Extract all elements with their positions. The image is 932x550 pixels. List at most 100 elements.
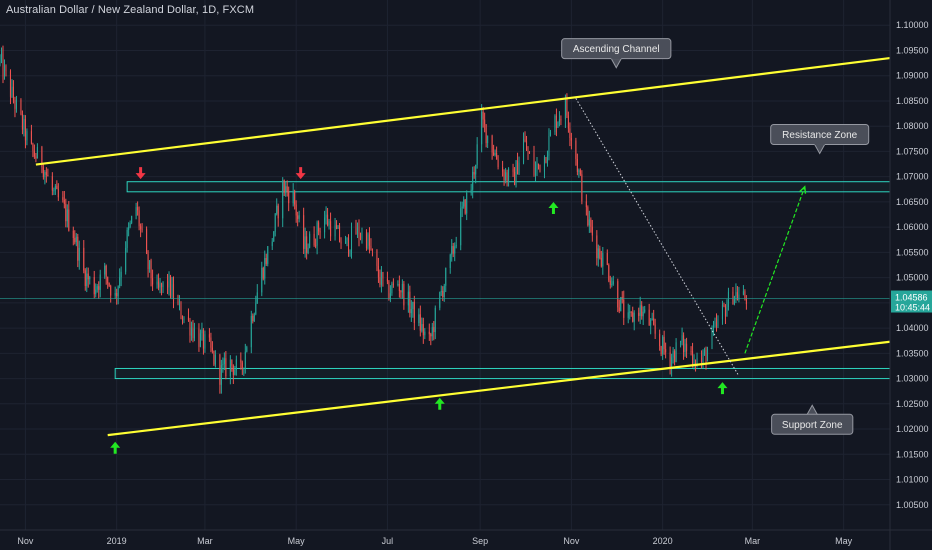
candle-body	[721, 304, 723, 320]
candle-body	[674, 351, 676, 363]
y-tick-label: 1.06000	[896, 222, 929, 232]
y-tick-label: 1.01500	[896, 449, 929, 459]
candle-body	[733, 296, 735, 305]
candle-body	[35, 156, 37, 159]
candle-body	[536, 163, 538, 168]
candle-body	[75, 236, 77, 243]
candle-body	[525, 141, 528, 151]
candle-body	[534, 167, 537, 176]
candle-body	[26, 131, 28, 141]
callout-ascending-channel: Ascending Channel	[561, 38, 672, 69]
price-axis[interactable]: 1.00500 1.01000 1.01500 1.02000 1.02500 1.030…	[889, 0, 932, 550]
candle-body	[177, 301, 179, 304]
candle-body	[72, 230, 74, 239]
candle-body	[339, 226, 341, 242]
candle-body	[494, 153, 496, 156]
candle-body	[558, 119, 560, 122]
y-tick-label: 1.04000	[896, 323, 929, 333]
y-tick-label: 1.08500	[896, 96, 929, 106]
candle-body	[642, 311, 644, 317]
candle-body	[117, 286, 119, 297]
candle-body	[183, 316, 185, 321]
candle-body	[282, 180, 284, 219]
callout-joint	[814, 142, 825, 145]
candle-body	[169, 276, 172, 297]
candle-body	[617, 281, 619, 308]
candle-body	[14, 100, 16, 109]
candle-body	[554, 115, 556, 133]
candle-body	[47, 174, 49, 177]
candle-body	[648, 309, 650, 326]
candle-body	[324, 217, 326, 233]
candle-body	[651, 318, 653, 321]
candle-body	[623, 299, 625, 318]
candle-body	[99, 274, 101, 290]
candle-body	[715, 321, 718, 327]
candle-body	[585, 201, 587, 208]
candle-body	[512, 168, 514, 172]
candle-body	[629, 311, 631, 313]
candle-body	[74, 238, 76, 243]
candle-body	[413, 301, 415, 323]
chart-title: Australian Dollar / New Zealand Dollar, …	[6, 4, 255, 16]
candle-body	[599, 248, 601, 258]
candle-body	[210, 337, 212, 348]
y-tick-label: 1.01000	[896, 475, 929, 485]
candle-body	[51, 176, 53, 191]
candle-body	[361, 232, 363, 239]
candle-body	[575, 140, 577, 159]
y-tick-label: 1.09500	[896, 45, 929, 55]
candle-body	[208, 334, 210, 338]
candle-body	[428, 331, 430, 335]
candle-body	[692, 351, 694, 365]
candle-body	[167, 281, 169, 288]
candle-body	[3, 66, 6, 77]
candle-body	[496, 153, 498, 160]
arrow-down-icon	[135, 167, 146, 180]
y-tick-label: 1.02500	[896, 399, 929, 409]
candle-body	[5, 66, 7, 72]
candle-body	[128, 227, 130, 230]
candle-body	[265, 257, 267, 264]
arrow-up-icon	[548, 201, 559, 214]
candle-body	[276, 205, 278, 214]
y-tick-label: 1.00500	[896, 500, 929, 510]
candle-body	[62, 197, 64, 201]
candle-body	[21, 113, 23, 130]
candle-body	[608, 264, 610, 281]
candle-body	[382, 272, 384, 279]
candle-body	[84, 270, 86, 286]
candle-body	[419, 314, 421, 331]
candle-body	[481, 111, 483, 145]
candle-body	[693, 362, 695, 365]
candle-body	[93, 277, 95, 295]
time-axis[interactable]: Nov 2019 Mar May Jul Sep Nov 2020 Mar May	[0, 529, 932, 546]
candle-body	[466, 193, 468, 214]
candle-body	[528, 152, 531, 154]
candle-body	[318, 222, 320, 232]
candle-body	[15, 99, 17, 109]
candle-body	[250, 315, 252, 348]
candle-body	[514, 171, 516, 185]
candle-body	[83, 247, 85, 271]
candle-body	[125, 247, 127, 272]
candle-body	[539, 164, 541, 172]
x-tick-label: May	[835, 536, 853, 546]
y-tick-label: 1.03000	[896, 374, 929, 384]
candle-body	[9, 71, 11, 97]
callout-support-zone: Support Zone	[771, 404, 854, 435]
candle-body	[410, 309, 412, 314]
candle-body	[159, 283, 161, 288]
callout-joint	[611, 57, 622, 60]
candle-body	[211, 347, 213, 351]
y-tick-label: 1.05500	[896, 247, 929, 257]
candle-body	[662, 336, 664, 355]
candle-body	[727, 291, 729, 307]
candle-body	[533, 153, 535, 176]
candle-body	[702, 353, 704, 363]
candle-body	[274, 213, 276, 232]
candle-body	[114, 293, 116, 296]
